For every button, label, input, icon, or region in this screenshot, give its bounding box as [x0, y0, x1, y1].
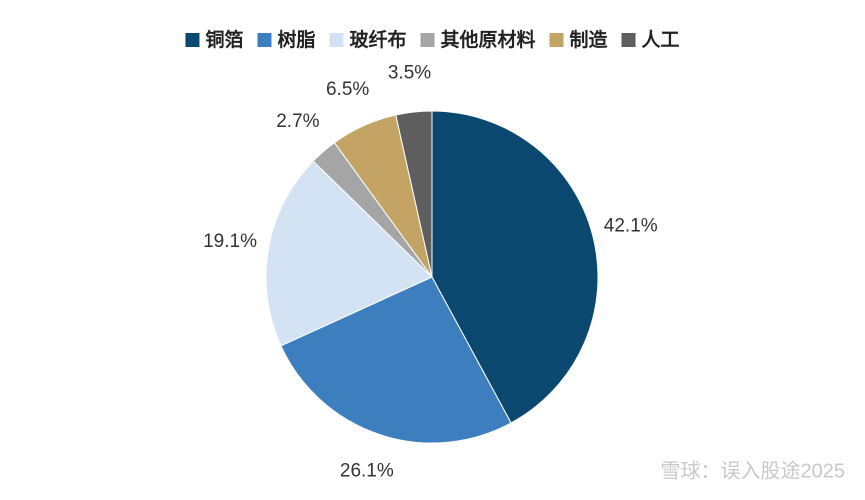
legend-label: 树脂 [277, 28, 315, 51]
data-label: 26.1% [340, 460, 394, 481]
legend-swatch [549, 33, 564, 47]
watermark: 雪球：误入股途2025 [661, 459, 846, 482]
legend-label: 人工 [642, 29, 680, 51]
legend-swatch [257, 33, 272, 47]
legend-swatch [185, 33, 200, 47]
legend-label: 玻纤布 [349, 28, 406, 51]
pie-slice [280, 276, 512, 444]
pie-slice [395, 110, 433, 278]
pie-slice [431, 110, 599, 424]
legend-swatch [329, 33, 344, 47]
legend-swatch [420, 33, 435, 47]
data-label: 6.5% [326, 79, 369, 100]
pie-slice [265, 160, 433, 347]
data-label: 2.7% [276, 111, 319, 132]
legend-label: 铜箔 [205, 28, 243, 51]
legend: 铜箔 树脂 玻纤布 其他原材料 制造 人工 [185, 28, 680, 51]
data-label: 42.1% [604, 216, 658, 237]
legend-label: 制造 [570, 28, 609, 51]
data-label: 19.1% [203, 231, 257, 252]
data-label: 3.5% [388, 62, 431, 83]
legend-swatch [621, 33, 636, 47]
legend-label: 其他原材料 [441, 28, 536, 51]
